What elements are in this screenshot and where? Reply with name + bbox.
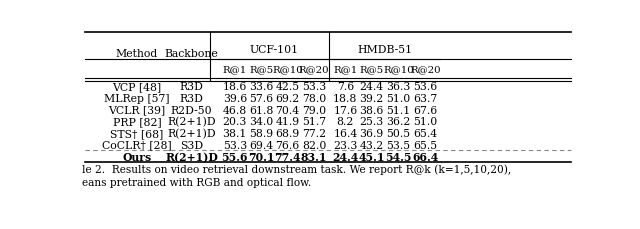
Text: 51.0: 51.0 — [387, 94, 410, 104]
Text: 25.3: 25.3 — [360, 117, 384, 127]
Text: 43.2: 43.2 — [360, 140, 384, 150]
Text: R@20: R@20 — [299, 65, 330, 74]
Text: 76.6: 76.6 — [275, 140, 300, 150]
Text: 65.4: 65.4 — [413, 128, 437, 138]
Text: HMDB-51: HMDB-51 — [358, 45, 413, 55]
Text: 45.1: 45.1 — [358, 151, 385, 162]
Text: 50.5: 50.5 — [387, 128, 410, 138]
Text: 7.6: 7.6 — [337, 82, 354, 92]
Text: 70.1: 70.1 — [248, 151, 275, 162]
Text: R@5: R@5 — [249, 65, 273, 74]
Text: CoCLR† [28]: CoCLR† [28] — [102, 140, 172, 150]
Text: 70.4: 70.4 — [275, 105, 300, 115]
Text: 51.7: 51.7 — [302, 117, 326, 127]
Text: R(2+1)D: R(2+1)D — [167, 128, 216, 139]
Text: 53.6: 53.6 — [413, 82, 437, 92]
Text: 82.0: 82.0 — [302, 140, 326, 150]
Text: 8.2: 8.2 — [337, 117, 354, 127]
Text: 17.6: 17.6 — [333, 105, 358, 115]
Text: 53.3: 53.3 — [223, 140, 247, 150]
Text: 69.2: 69.2 — [275, 94, 300, 104]
Text: R(2+1)D: R(2+1)D — [165, 151, 218, 162]
Text: PRP [82]: PRP [82] — [113, 117, 161, 127]
Text: 24.4: 24.4 — [360, 82, 384, 92]
Text: 79.0: 79.0 — [302, 105, 326, 115]
Text: 54.5: 54.5 — [385, 151, 412, 162]
Text: 51.1: 51.1 — [387, 105, 410, 115]
Text: STS† [68]: STS† [68] — [111, 128, 164, 138]
Text: 39.2: 39.2 — [360, 94, 384, 104]
Text: 67.6: 67.6 — [413, 105, 437, 115]
Text: Ours: Ours — [122, 151, 152, 162]
Text: R@5: R@5 — [360, 65, 384, 74]
Text: 24.4: 24.4 — [332, 151, 358, 162]
Text: R3D: R3D — [180, 82, 204, 92]
Text: 78.0: 78.0 — [302, 94, 326, 104]
Text: 55.6: 55.6 — [221, 151, 248, 162]
Text: 39.6: 39.6 — [223, 94, 247, 104]
Text: 46.8: 46.8 — [223, 105, 247, 115]
Text: R2D-50: R2D-50 — [171, 105, 212, 115]
Text: 36.2: 36.2 — [387, 117, 411, 127]
Text: VCP [48]: VCP [48] — [113, 82, 162, 92]
Text: 68.9: 68.9 — [275, 128, 300, 138]
Text: MLRep [57]: MLRep [57] — [104, 94, 170, 104]
Text: 53.3: 53.3 — [302, 82, 326, 92]
Text: 77.2: 77.2 — [302, 128, 326, 138]
Text: 36.9: 36.9 — [360, 128, 384, 138]
Text: 38.6: 38.6 — [360, 105, 384, 115]
Text: 16.4: 16.4 — [333, 128, 358, 138]
Text: 58.9: 58.9 — [249, 128, 273, 138]
Text: eans pretrained with RGB and optical flow.: eans pretrained with RGB and optical flo… — [83, 178, 312, 188]
Text: 36.3: 36.3 — [387, 82, 411, 92]
Text: R@1: R@1 — [333, 65, 358, 74]
Text: UCF-101: UCF-101 — [250, 45, 299, 55]
Text: 18.6: 18.6 — [223, 82, 247, 92]
Text: R(2+1)D: R(2+1)D — [167, 117, 216, 127]
Text: VCLR [39]: VCLR [39] — [108, 105, 166, 115]
Text: 53.5: 53.5 — [387, 140, 410, 150]
Text: 34.0: 34.0 — [249, 117, 273, 127]
Text: R@1: R@1 — [223, 65, 247, 74]
Text: 41.9: 41.9 — [275, 117, 300, 127]
Text: Method: Method — [116, 49, 158, 59]
Text: R@20: R@20 — [410, 65, 440, 74]
Text: le 2.  Results on video retrieval downstream task. We report R@k (k=1,5,10,20),: le 2. Results on video retrieval downstr… — [83, 164, 511, 175]
Text: 51.0: 51.0 — [413, 117, 437, 127]
Text: 63.7: 63.7 — [413, 94, 437, 104]
Text: 42.5: 42.5 — [275, 82, 300, 92]
Text: 61.8: 61.8 — [249, 105, 273, 115]
Text: S3D: S3D — [180, 140, 203, 150]
Text: 65.5: 65.5 — [413, 140, 437, 150]
Text: 18.8: 18.8 — [333, 94, 358, 104]
Text: 83.1: 83.1 — [301, 151, 328, 162]
Text: 69.4: 69.4 — [249, 140, 273, 150]
Text: 38.1: 38.1 — [223, 128, 247, 138]
Text: 77.4: 77.4 — [274, 151, 301, 162]
Text: R3D: R3D — [180, 94, 204, 104]
Text: 23.3: 23.3 — [333, 140, 358, 150]
Text: Backbone: Backbone — [164, 49, 218, 59]
Text: 33.6: 33.6 — [249, 82, 273, 92]
Text: 57.6: 57.6 — [249, 94, 273, 104]
Text: R@10: R@10 — [272, 65, 303, 74]
Text: R@10: R@10 — [383, 65, 413, 74]
Text: 20.3: 20.3 — [223, 117, 247, 127]
Text: 66.4: 66.4 — [412, 151, 438, 162]
